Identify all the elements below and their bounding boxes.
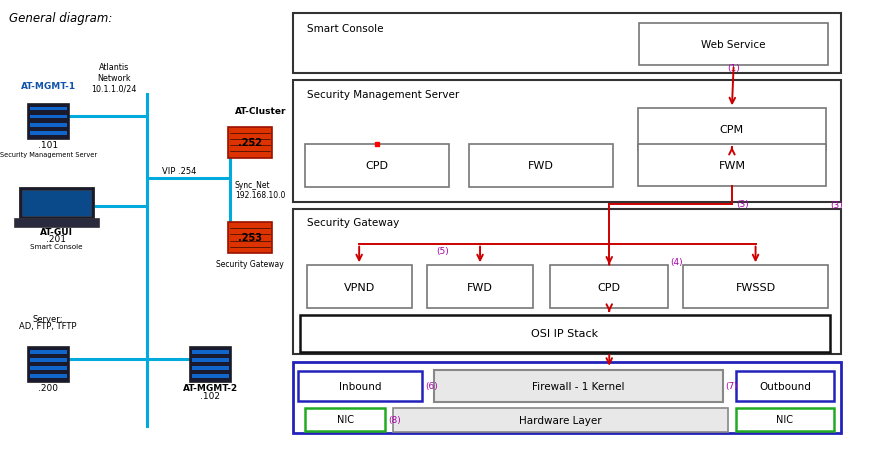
Bar — [30, 123, 67, 127]
Bar — [30, 367, 67, 370]
Text: AT-Cluster: AT-Cluster — [235, 107, 286, 116]
Text: Smart Console: Smart Console — [307, 24, 383, 34]
Text: OSI IP Stack: OSI IP Stack — [531, 329, 598, 338]
Bar — [736, 371, 834, 401]
Bar — [30, 107, 67, 111]
Text: Web Service: Web Service — [702, 40, 766, 50]
Bar — [298, 371, 422, 401]
Text: Hardware Layer: Hardware Layer — [519, 415, 602, 425]
Bar — [307, 266, 412, 308]
Text: CPD: CPD — [597, 282, 621, 292]
Text: Sync_Net
192.168.10.0: Sync_Net 192.168.10.0 — [235, 181, 286, 200]
Text: Smart Console: Smart Console — [30, 244, 82, 249]
Text: CPM: CPM — [720, 125, 744, 135]
Text: .102: .102 — [201, 391, 220, 400]
Bar — [293, 81, 841, 202]
Bar — [192, 367, 229, 370]
Text: (5): (5) — [436, 247, 449, 256]
Text: Security Management Server: Security Management Server — [307, 89, 459, 99]
Bar — [30, 374, 67, 378]
Text: (3): (3) — [830, 201, 844, 210]
Text: FWD: FWD — [467, 282, 493, 292]
Bar — [192, 350, 229, 354]
Text: AD, FTP, TFTP: AD, FTP, TFTP — [19, 321, 77, 330]
Text: Server;: Server; — [33, 314, 63, 323]
Bar — [293, 14, 841, 74]
Text: (8): (8) — [388, 415, 401, 424]
Bar — [427, 266, 533, 308]
Text: Firewall - 1 Kernel: Firewall - 1 Kernel — [532, 381, 625, 391]
Text: VIP .254: VIP .254 — [162, 167, 197, 176]
Text: .253: .253 — [237, 233, 262, 243]
Bar — [434, 370, 723, 402]
Bar — [228, 127, 272, 158]
Text: Outbound: Outbound — [759, 381, 811, 391]
Text: (6): (6) — [425, 382, 438, 390]
Bar — [550, 266, 668, 308]
Text: Atlantis
Network
10.1.1.0/24: Atlantis Network 10.1.1.0/24 — [91, 63, 137, 93]
Bar — [469, 144, 613, 188]
Bar — [27, 104, 69, 139]
Bar — [305, 408, 385, 431]
Text: .201: .201 — [46, 235, 66, 244]
Text: AT-MGMT-2: AT-MGMT-2 — [183, 383, 237, 392]
Bar — [22, 190, 91, 217]
Bar — [638, 145, 826, 187]
Text: (1): (1) — [727, 63, 740, 72]
Bar — [192, 358, 229, 362]
Bar — [19, 188, 94, 219]
Bar — [192, 374, 229, 378]
Bar — [30, 115, 67, 119]
Bar — [14, 218, 99, 227]
Bar — [639, 24, 828, 66]
Bar — [27, 347, 69, 382]
Bar — [683, 266, 828, 308]
Bar — [30, 350, 67, 354]
Text: (7): (7) — [725, 382, 738, 390]
Text: Inbound: Inbound — [339, 381, 381, 391]
Text: .200: .200 — [39, 383, 58, 392]
Bar — [393, 408, 728, 432]
Text: Security Management Server: Security Management Server — [0, 152, 96, 158]
Bar — [300, 315, 830, 352]
Text: .252: .252 — [237, 138, 262, 148]
Text: (3): (3) — [736, 199, 749, 208]
Bar — [228, 223, 272, 253]
Text: VPND: VPND — [343, 282, 375, 292]
Bar — [638, 109, 826, 151]
Bar — [30, 131, 67, 135]
Bar — [30, 358, 67, 362]
Text: FWSSD: FWSSD — [736, 282, 775, 292]
Text: (4): (4) — [670, 258, 682, 267]
Bar — [305, 144, 449, 188]
Bar — [293, 209, 841, 355]
Bar — [189, 347, 231, 382]
Text: FWD: FWD — [528, 161, 554, 171]
Bar — [293, 363, 841, 433]
Bar — [736, 408, 834, 431]
Text: CPD: CPD — [365, 161, 389, 171]
Text: AT-MGMT-1: AT-MGMT-1 — [21, 81, 75, 90]
Text: AT-GUI: AT-GUI — [39, 228, 73, 237]
Text: Security Gateway: Security Gateway — [215, 259, 284, 268]
Text: .101: .101 — [39, 140, 58, 149]
Text: Security Gateway: Security Gateway — [307, 218, 399, 228]
Text: General diagram:: General diagram: — [9, 12, 112, 25]
Text: NIC: NIC — [776, 415, 794, 424]
Text: NIC: NIC — [336, 415, 354, 424]
Text: FWM: FWM — [718, 161, 745, 170]
